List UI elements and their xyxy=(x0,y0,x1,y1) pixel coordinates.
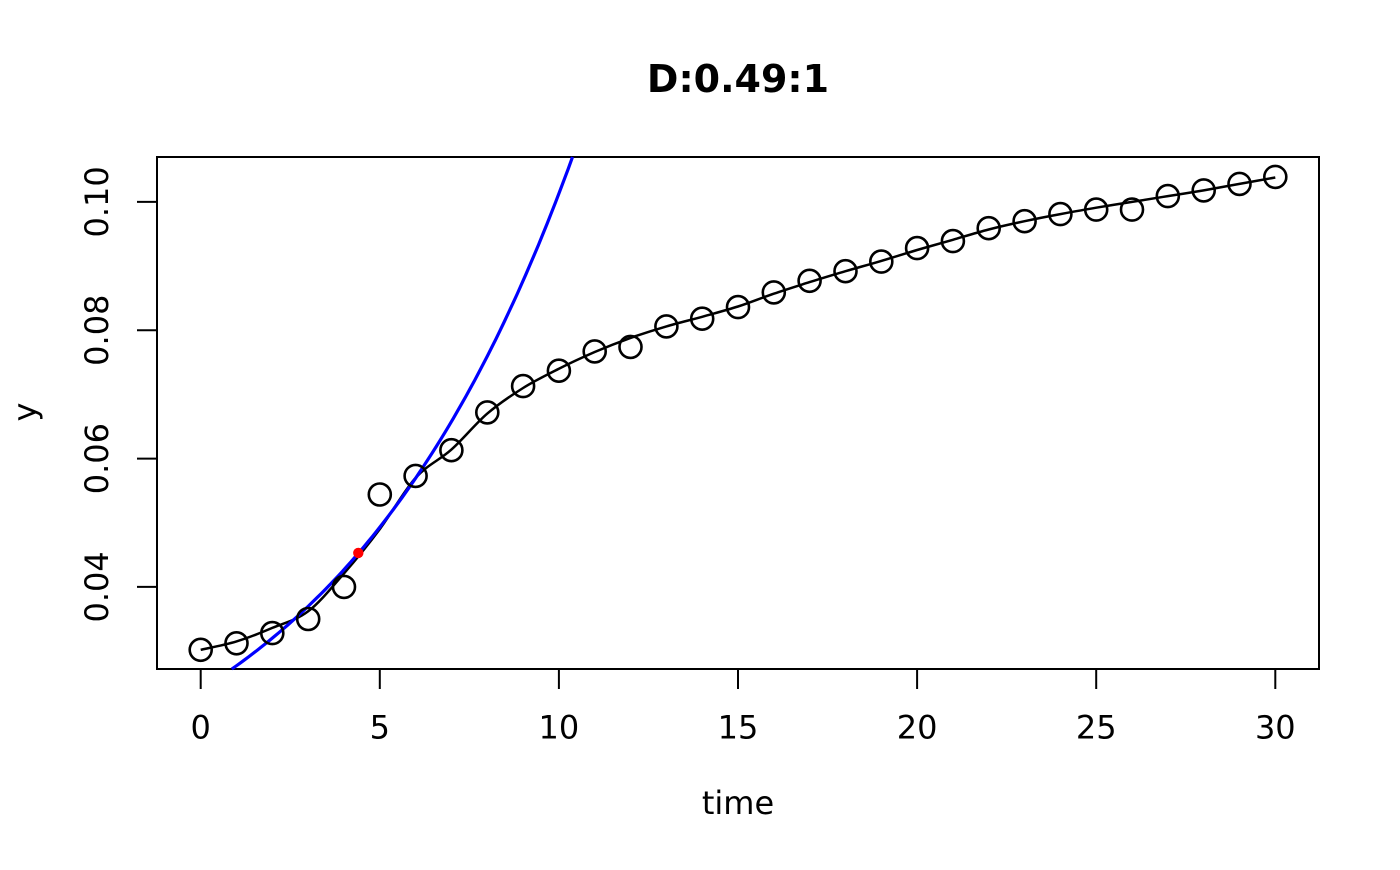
x-axis: 0 5 10 15 20 25 30 xyxy=(191,669,1296,747)
y-tick-label: 0.04 xyxy=(78,551,116,622)
observation-point xyxy=(833,258,858,284)
x-tick-label: 10 xyxy=(539,709,580,747)
y-tick-label: 0.06 xyxy=(78,423,116,494)
observation-point xyxy=(1191,178,1216,203)
observation-point xyxy=(546,358,572,384)
observation-point xyxy=(188,637,213,663)
observation-point xyxy=(1263,164,1288,190)
observation-point xyxy=(582,339,608,364)
chart-title: D:0.49:1 xyxy=(647,57,829,101)
observation-point xyxy=(654,314,679,339)
observation-point xyxy=(1119,197,1145,222)
x-tick-label: 30 xyxy=(1255,709,1296,747)
observation-point xyxy=(331,574,357,600)
observation-point xyxy=(367,482,393,507)
observation-point xyxy=(1083,197,1109,222)
observation-point xyxy=(403,463,428,489)
observation-point xyxy=(1048,201,1073,227)
plot-border xyxy=(156,156,1320,670)
observation-point xyxy=(224,630,249,656)
tangent-point-marker xyxy=(353,547,364,559)
x-tick-label: 20 xyxy=(897,709,938,747)
y-tick-label: 0.08 xyxy=(78,295,116,366)
observation-point xyxy=(1155,183,1181,209)
y-axis-label: y xyxy=(6,403,44,422)
y-axis: 0.04 0.06 0.08 0.10 xyxy=(78,166,157,623)
observation-point xyxy=(295,606,321,632)
fitted-curve xyxy=(200,176,1276,652)
observation-point xyxy=(976,215,1002,241)
observation-point xyxy=(689,306,715,332)
observation-point xyxy=(797,268,822,294)
observation-point xyxy=(1227,171,1252,197)
observation-point xyxy=(439,437,464,463)
y-tick-label: 0.10 xyxy=(78,166,116,237)
x-tick-label: 0 xyxy=(191,709,211,747)
exponential-tangent-curve xyxy=(230,156,575,671)
x-axis-label: time xyxy=(702,784,774,822)
observation-point xyxy=(904,235,930,261)
observation-point xyxy=(868,249,894,274)
observation-point xyxy=(259,620,285,646)
x-tick-label: 15 xyxy=(718,709,759,747)
observation-point xyxy=(618,334,643,360)
observation-point xyxy=(1012,208,1037,234)
observation-point xyxy=(725,294,751,320)
observation-point xyxy=(761,280,787,305)
x-tick-label: 5 xyxy=(370,709,390,747)
data-points-layer xyxy=(188,164,1288,663)
observation-point xyxy=(474,400,500,425)
x-tick-label: 25 xyxy=(1076,709,1117,747)
observation-point xyxy=(940,228,966,254)
observation-point xyxy=(510,373,536,399)
curves-layer xyxy=(200,156,1276,671)
